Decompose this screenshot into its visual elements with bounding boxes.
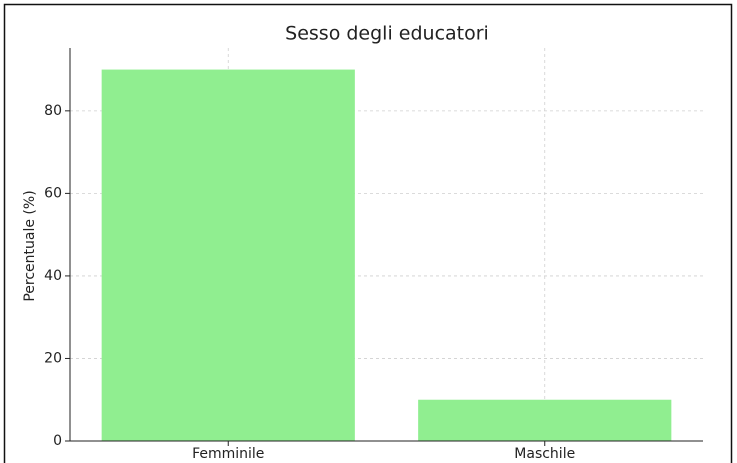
bar (101, 69, 355, 442)
chart-title: Sesso degli educatori (285, 23, 489, 45)
y-tick-label: 0 (53, 433, 62, 449)
frame (3, 3, 733, 463)
y-tick-label: 60 (44, 185, 62, 201)
y-axis-label: Percentuale (%) (22, 190, 38, 301)
x-tick-label: Femminile (192, 446, 264, 462)
y-tick-label: 80 (44, 103, 62, 119)
y-tick-label: 40 (44, 268, 62, 284)
y-tick-label: 20 (44, 350, 62, 366)
x-tick-label: Maschile (514, 446, 575, 462)
bar (418, 399, 672, 441)
